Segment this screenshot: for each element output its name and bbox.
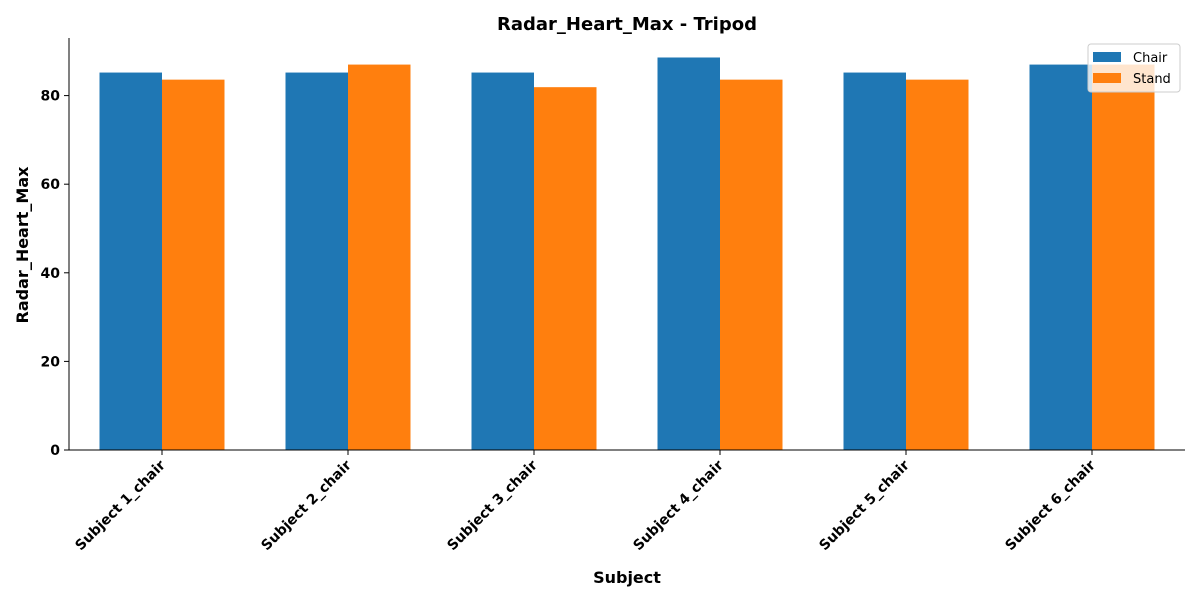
chart-title: Radar_Heart_Max - Tripod: [497, 14, 757, 35]
y-axis-label: Radar_Heart_Max: [13, 166, 32, 324]
bar-stand-5: [906, 79, 969, 451]
bar-stand-1: [162, 79, 225, 451]
bar-chair-4: [657, 57, 720, 451]
y-tick-label: 20: [41, 354, 61, 370]
x-tick-label: Subject 3_chair: [444, 457, 541, 554]
legend-swatch-chair: [1093, 52, 1121, 62]
legend-swatch-stand: [1093, 73, 1121, 83]
bar-chair-5: [843, 72, 906, 450]
bar-chair-6: [1029, 64, 1092, 451]
bar-stand-3: [534, 87, 597, 450]
legend-label-chair: Chair: [1133, 51, 1168, 66]
bar-stand-4: [720, 79, 783, 451]
legend-label-stand: Stand: [1133, 72, 1171, 87]
bar-stand-6: [1092, 64, 1155, 451]
x-axis-label: Subject: [593, 568, 661, 587]
bar-chair-3: [471, 72, 534, 450]
bar-stand-2: [348, 64, 411, 451]
y-tick-label: 0: [50, 443, 60, 459]
x-tick-label: Subject 4_chair: [630, 457, 727, 554]
bar-chair-1: [99, 72, 162, 450]
x-tick-label: Subject 1_chair: [72, 457, 169, 554]
legend: Chair Stand: [1087, 43, 1181, 93]
x-tick-label: Subject 2_chair: [258, 457, 355, 554]
y-tick-label: 80: [41, 89, 61, 105]
x-tick-label: Subject 5_chair: [816, 457, 913, 554]
y-tick-label: 40: [41, 266, 61, 282]
bars-layer: [99, 57, 1155, 451]
y-tick-label: 60: [41, 177, 61, 193]
bar-chair-2: [285, 72, 348, 450]
x-tick-label: Subject 6_chair: [1002, 457, 1099, 554]
